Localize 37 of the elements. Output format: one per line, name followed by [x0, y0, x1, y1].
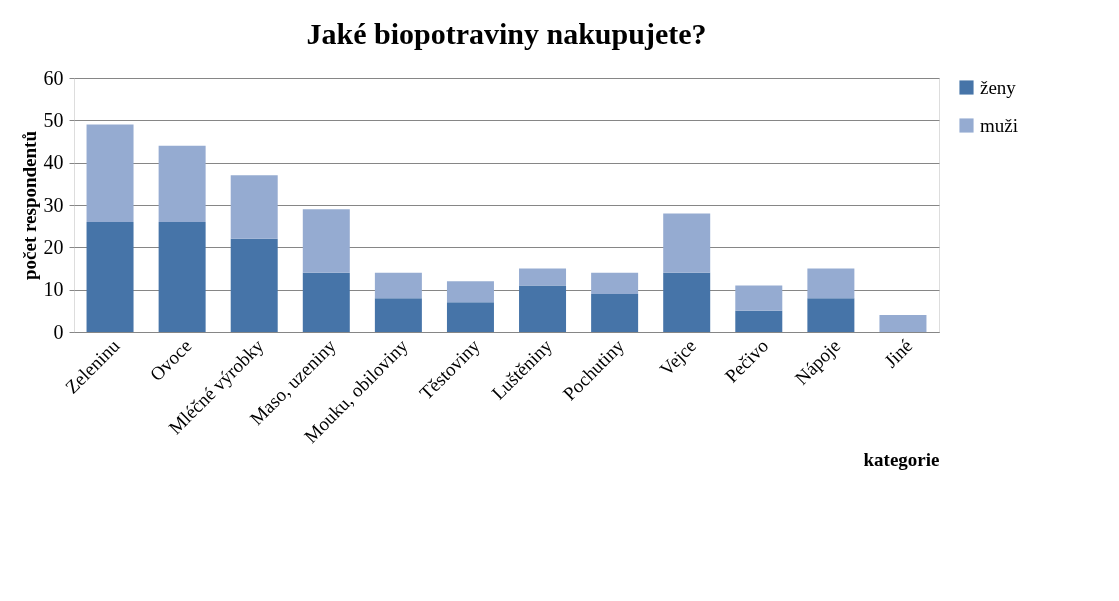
bar — [879, 315, 927, 332]
bar — [158, 221, 206, 332]
y-axis-title: počet respondentů — [18, 130, 40, 281]
y-tick-label: 40 — [43, 151, 64, 174]
bar — [374, 298, 422, 332]
bar — [519, 268, 567, 286]
bar — [230, 238, 278, 332]
y-tick-label: 0 — [53, 320, 64, 343]
y-tick-label: 10 — [43, 278, 64, 301]
bar — [663, 213, 711, 273]
bar — [519, 285, 567, 332]
bar — [807, 298, 855, 332]
bar — [158, 145, 206, 222]
bar — [591, 272, 639, 294]
x-tick-label: Jiné — [879, 335, 917, 372]
legend-label: ženy — [980, 76, 1017, 98]
y-tick-label: 60 — [43, 66, 64, 89]
chart-title: Jaké biopotraviny nakupujete? — [306, 17, 707, 50]
bar — [807, 268, 855, 299]
bar — [230, 175, 278, 239]
bar — [735, 310, 783, 332]
bar — [302, 209, 350, 273]
y-tick-label: 20 — [43, 235, 64, 258]
bar — [302, 272, 350, 332]
bar — [663, 272, 711, 332]
bar — [374, 272, 422, 299]
bar — [446, 302, 494, 332]
y-tick-label: 50 — [43, 108, 64, 131]
bar — [86, 221, 134, 332]
y-tick-label: 30 — [43, 193, 64, 216]
x-tick-label: Vejce — [655, 335, 701, 380]
bar — [591, 293, 639, 332]
bar — [735, 285, 783, 311]
bar — [446, 281, 494, 303]
bar — [86, 124, 134, 222]
x-axis-title: kategorie — [863, 448, 940, 470]
legend-label: muži — [980, 114, 1018, 136]
